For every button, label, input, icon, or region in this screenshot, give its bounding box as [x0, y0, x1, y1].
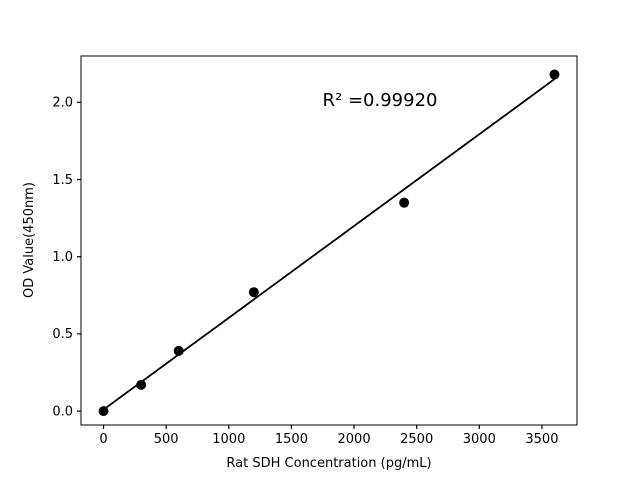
r-squared-annotation: R² =0.99920 — [323, 90, 438, 111]
x-axis-ticks: 0 500 1000 1500 2000 2500 3000 3500 — [99, 425, 558, 447]
x-tick-label: 2000 — [338, 432, 371, 447]
data-point — [136, 379, 147, 390]
data-point — [248, 287, 259, 298]
x-axis-label: Rat SDH Concentration (pg/mL) — [226, 456, 431, 471]
fit-line — [102, 78, 556, 411]
data-point — [173, 345, 184, 356]
x-tick-label: 1000 — [212, 432, 245, 447]
plot-area-frame — [80, 55, 578, 426]
y-tick-label: 2.0 — [52, 96, 73, 111]
x-tick-label: 1500 — [275, 432, 308, 447]
x-tick-label: 0 — [99, 432, 107, 447]
y-axis-label: OD Value(450nm) — [22, 182, 37, 298]
data-point — [549, 69, 560, 80]
x-tick-label: 500 — [154, 432, 179, 447]
data-point — [98, 406, 109, 417]
x-tick-label: 3000 — [463, 432, 496, 447]
y-tick-label: 0.0 — [52, 404, 73, 419]
x-tick-label: 3500 — [525, 432, 558, 447]
data-point — [399, 197, 410, 208]
x-tick-label: 2500 — [400, 432, 433, 447]
y-tick-label: 0.5 — [52, 327, 73, 342]
y-axis-ticks: 0.0 0.5 1.0 1.5 2.0 — [52, 96, 81, 419]
y-tick-label: 1.5 — [52, 173, 73, 188]
y-tick-label: 1.0 — [52, 250, 73, 265]
data-series — [98, 69, 560, 417]
